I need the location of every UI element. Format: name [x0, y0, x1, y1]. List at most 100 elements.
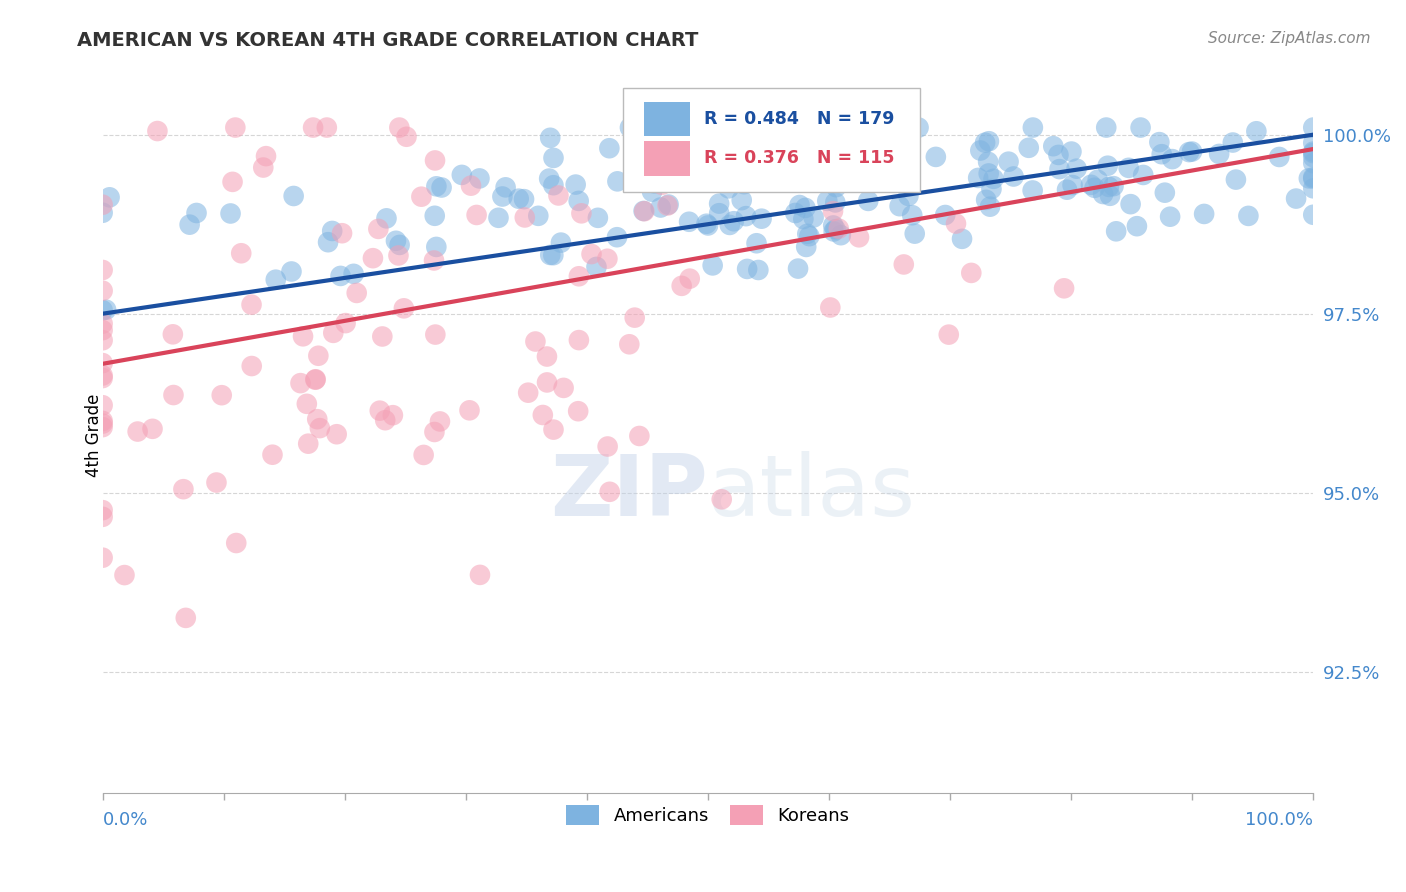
Point [488, 211, 510, 225]
Point [346, 285, 368, 300]
Point [412, 448, 434, 462]
Point [91, 333, 114, 347]
Point [794, 240, 817, 254]
Point [697, 219, 720, 233]
Point [815, 194, 838, 208]
Point [330, 226, 353, 240]
Point [295, 397, 318, 411]
Point [262, 448, 284, 462]
Point [304, 372, 326, 386]
Point [211, 388, 233, 402]
Point [969, 144, 991, 158]
Bar [644, 102, 690, 136]
Point [1097, 159, 1119, 173]
Point [179, 218, 201, 232]
Point [385, 234, 408, 248]
Point [1083, 181, 1105, 195]
Point [1302, 136, 1324, 150]
Point [91, 198, 114, 212]
Point [221, 175, 243, 189]
Point [671, 278, 693, 293]
Point [695, 217, 717, 231]
Point [581, 247, 603, 261]
Point [696, 171, 718, 186]
Point [1119, 197, 1142, 211]
Point [1102, 179, 1125, 194]
Point [643, 120, 665, 135]
Point [91, 503, 114, 517]
Point [307, 412, 329, 426]
Point [423, 209, 446, 223]
Point [735, 209, 758, 223]
Point [91, 323, 114, 337]
Point [91, 414, 114, 428]
Point [114, 568, 136, 582]
Point [702, 259, 724, 273]
Point [1062, 178, 1084, 192]
Point [429, 414, 451, 428]
Point [543, 423, 565, 437]
Point [425, 179, 447, 194]
Point [304, 373, 326, 387]
Point [1099, 189, 1122, 203]
Point [967, 170, 990, 185]
Point [731, 193, 754, 207]
Point [1222, 136, 1244, 150]
Point [460, 178, 482, 193]
Point [531, 408, 554, 422]
Point [547, 188, 569, 202]
Point [830, 125, 852, 139]
Point [706, 155, 728, 169]
Point [1246, 124, 1268, 138]
Y-axis label: 4th Grade: 4th Grade [86, 393, 103, 477]
Point [1149, 135, 1171, 149]
Point [371, 329, 394, 343]
Point [838, 161, 860, 175]
Text: ZIP: ZIP [550, 451, 709, 534]
Point [543, 151, 565, 165]
Point [1237, 209, 1260, 223]
Point [98, 190, 121, 204]
Point [1298, 171, 1320, 186]
Point [564, 178, 586, 192]
Point [495, 180, 517, 194]
Point [619, 120, 641, 135]
Point [367, 222, 389, 236]
Bar [644, 141, 690, 176]
Point [977, 154, 1000, 169]
Point [628, 429, 651, 443]
Point [695, 135, 717, 149]
Point [643, 177, 665, 191]
Point [842, 145, 865, 160]
Point [513, 211, 536, 225]
Point [650, 201, 672, 215]
Point [1302, 156, 1324, 170]
Point [803, 211, 825, 225]
Point [290, 376, 312, 391]
Point [797, 120, 820, 135]
Point [550, 235, 572, 250]
Point [828, 221, 851, 235]
Point [465, 208, 488, 222]
Point [430, 180, 453, 194]
Point [387, 248, 409, 262]
Point [91, 303, 114, 318]
Point [162, 388, 184, 402]
Point [960, 266, 983, 280]
Point [1042, 139, 1064, 153]
Point [517, 385, 540, 400]
Point [657, 198, 679, 212]
Point [1181, 145, 1204, 159]
Point [974, 193, 997, 207]
Point [1066, 161, 1088, 176]
Point [543, 178, 565, 193]
Point [1285, 192, 1308, 206]
Point [1018, 141, 1040, 155]
Point [925, 150, 948, 164]
Point [586, 211, 609, 225]
Point [322, 326, 344, 340]
Point [901, 208, 924, 222]
Point [598, 141, 620, 155]
Point [844, 170, 866, 185]
Legend: Americans, Koreans: Americans, Koreans [557, 796, 859, 834]
